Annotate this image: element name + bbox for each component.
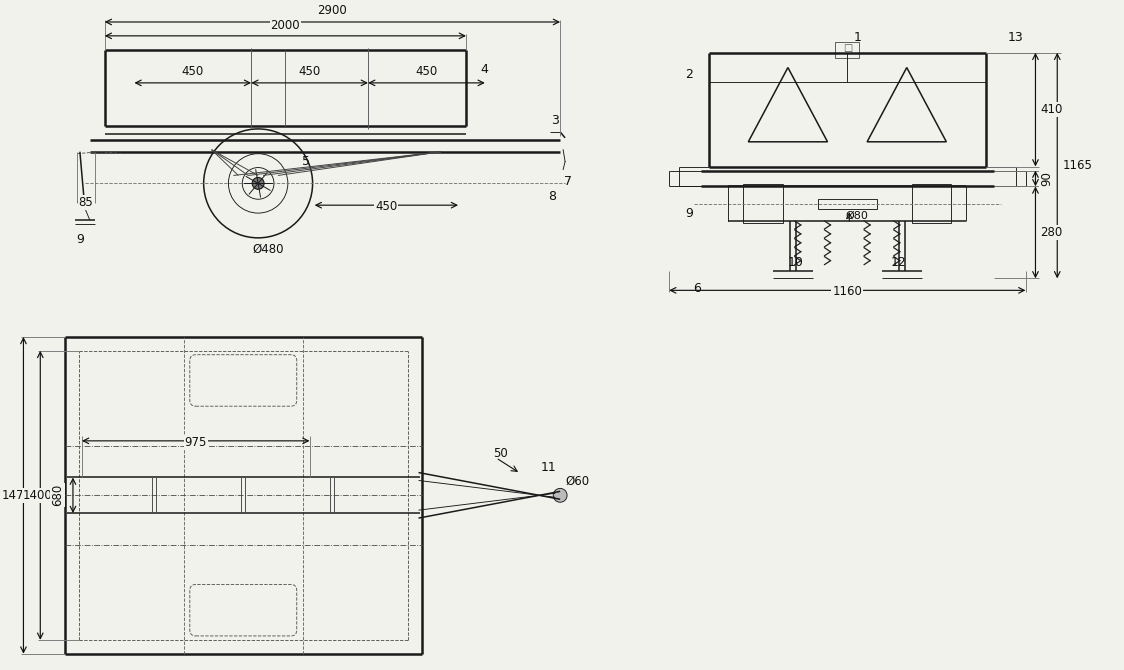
Bar — [817, 199, 877, 209]
Text: 450: 450 — [299, 65, 320, 78]
Text: Ø60: Ø60 — [565, 475, 590, 488]
Text: 7: 7 — [564, 175, 572, 188]
Text: 680: 680 — [52, 484, 64, 507]
Bar — [743, 184, 783, 223]
Text: 4: 4 — [480, 63, 488, 76]
Bar — [835, 42, 859, 58]
Circle shape — [553, 488, 568, 502]
Text: 450: 450 — [416, 65, 437, 78]
Text: 1165: 1165 — [1062, 159, 1093, 172]
Text: 1470: 1470 — [1, 489, 31, 502]
Text: 6: 6 — [692, 282, 700, 295]
Text: 5: 5 — [301, 155, 310, 168]
Text: 3: 3 — [551, 113, 559, 127]
Text: 1160: 1160 — [833, 285, 862, 298]
Text: 9: 9 — [685, 206, 692, 220]
Text: 2: 2 — [685, 68, 692, 81]
Text: 9: 9 — [76, 233, 84, 247]
Text: 2000: 2000 — [271, 19, 300, 32]
Text: Ø480: Ø480 — [252, 243, 283, 256]
Text: 975: 975 — [184, 436, 207, 449]
Bar — [912, 184, 951, 223]
Text: □: □ — [843, 43, 852, 53]
Circle shape — [252, 178, 264, 190]
Text: 280: 280 — [1041, 226, 1062, 239]
Text: 50: 50 — [493, 448, 508, 460]
Text: 85: 85 — [79, 196, 93, 209]
Text: 1400: 1400 — [22, 489, 52, 502]
Text: 2900: 2900 — [317, 4, 347, 17]
Text: 8: 8 — [549, 190, 556, 203]
Text: 90: 90 — [1041, 171, 1053, 186]
Text: 450: 450 — [375, 200, 398, 213]
Text: 10: 10 — [788, 256, 804, 269]
Text: Ø80: Ø80 — [845, 211, 869, 221]
Text: 13: 13 — [1008, 31, 1024, 44]
Text: 410: 410 — [1041, 103, 1063, 116]
Text: 1: 1 — [853, 31, 861, 44]
Text: 450: 450 — [182, 65, 203, 78]
Text: 12: 12 — [891, 256, 907, 269]
Text: 11: 11 — [541, 461, 556, 474]
